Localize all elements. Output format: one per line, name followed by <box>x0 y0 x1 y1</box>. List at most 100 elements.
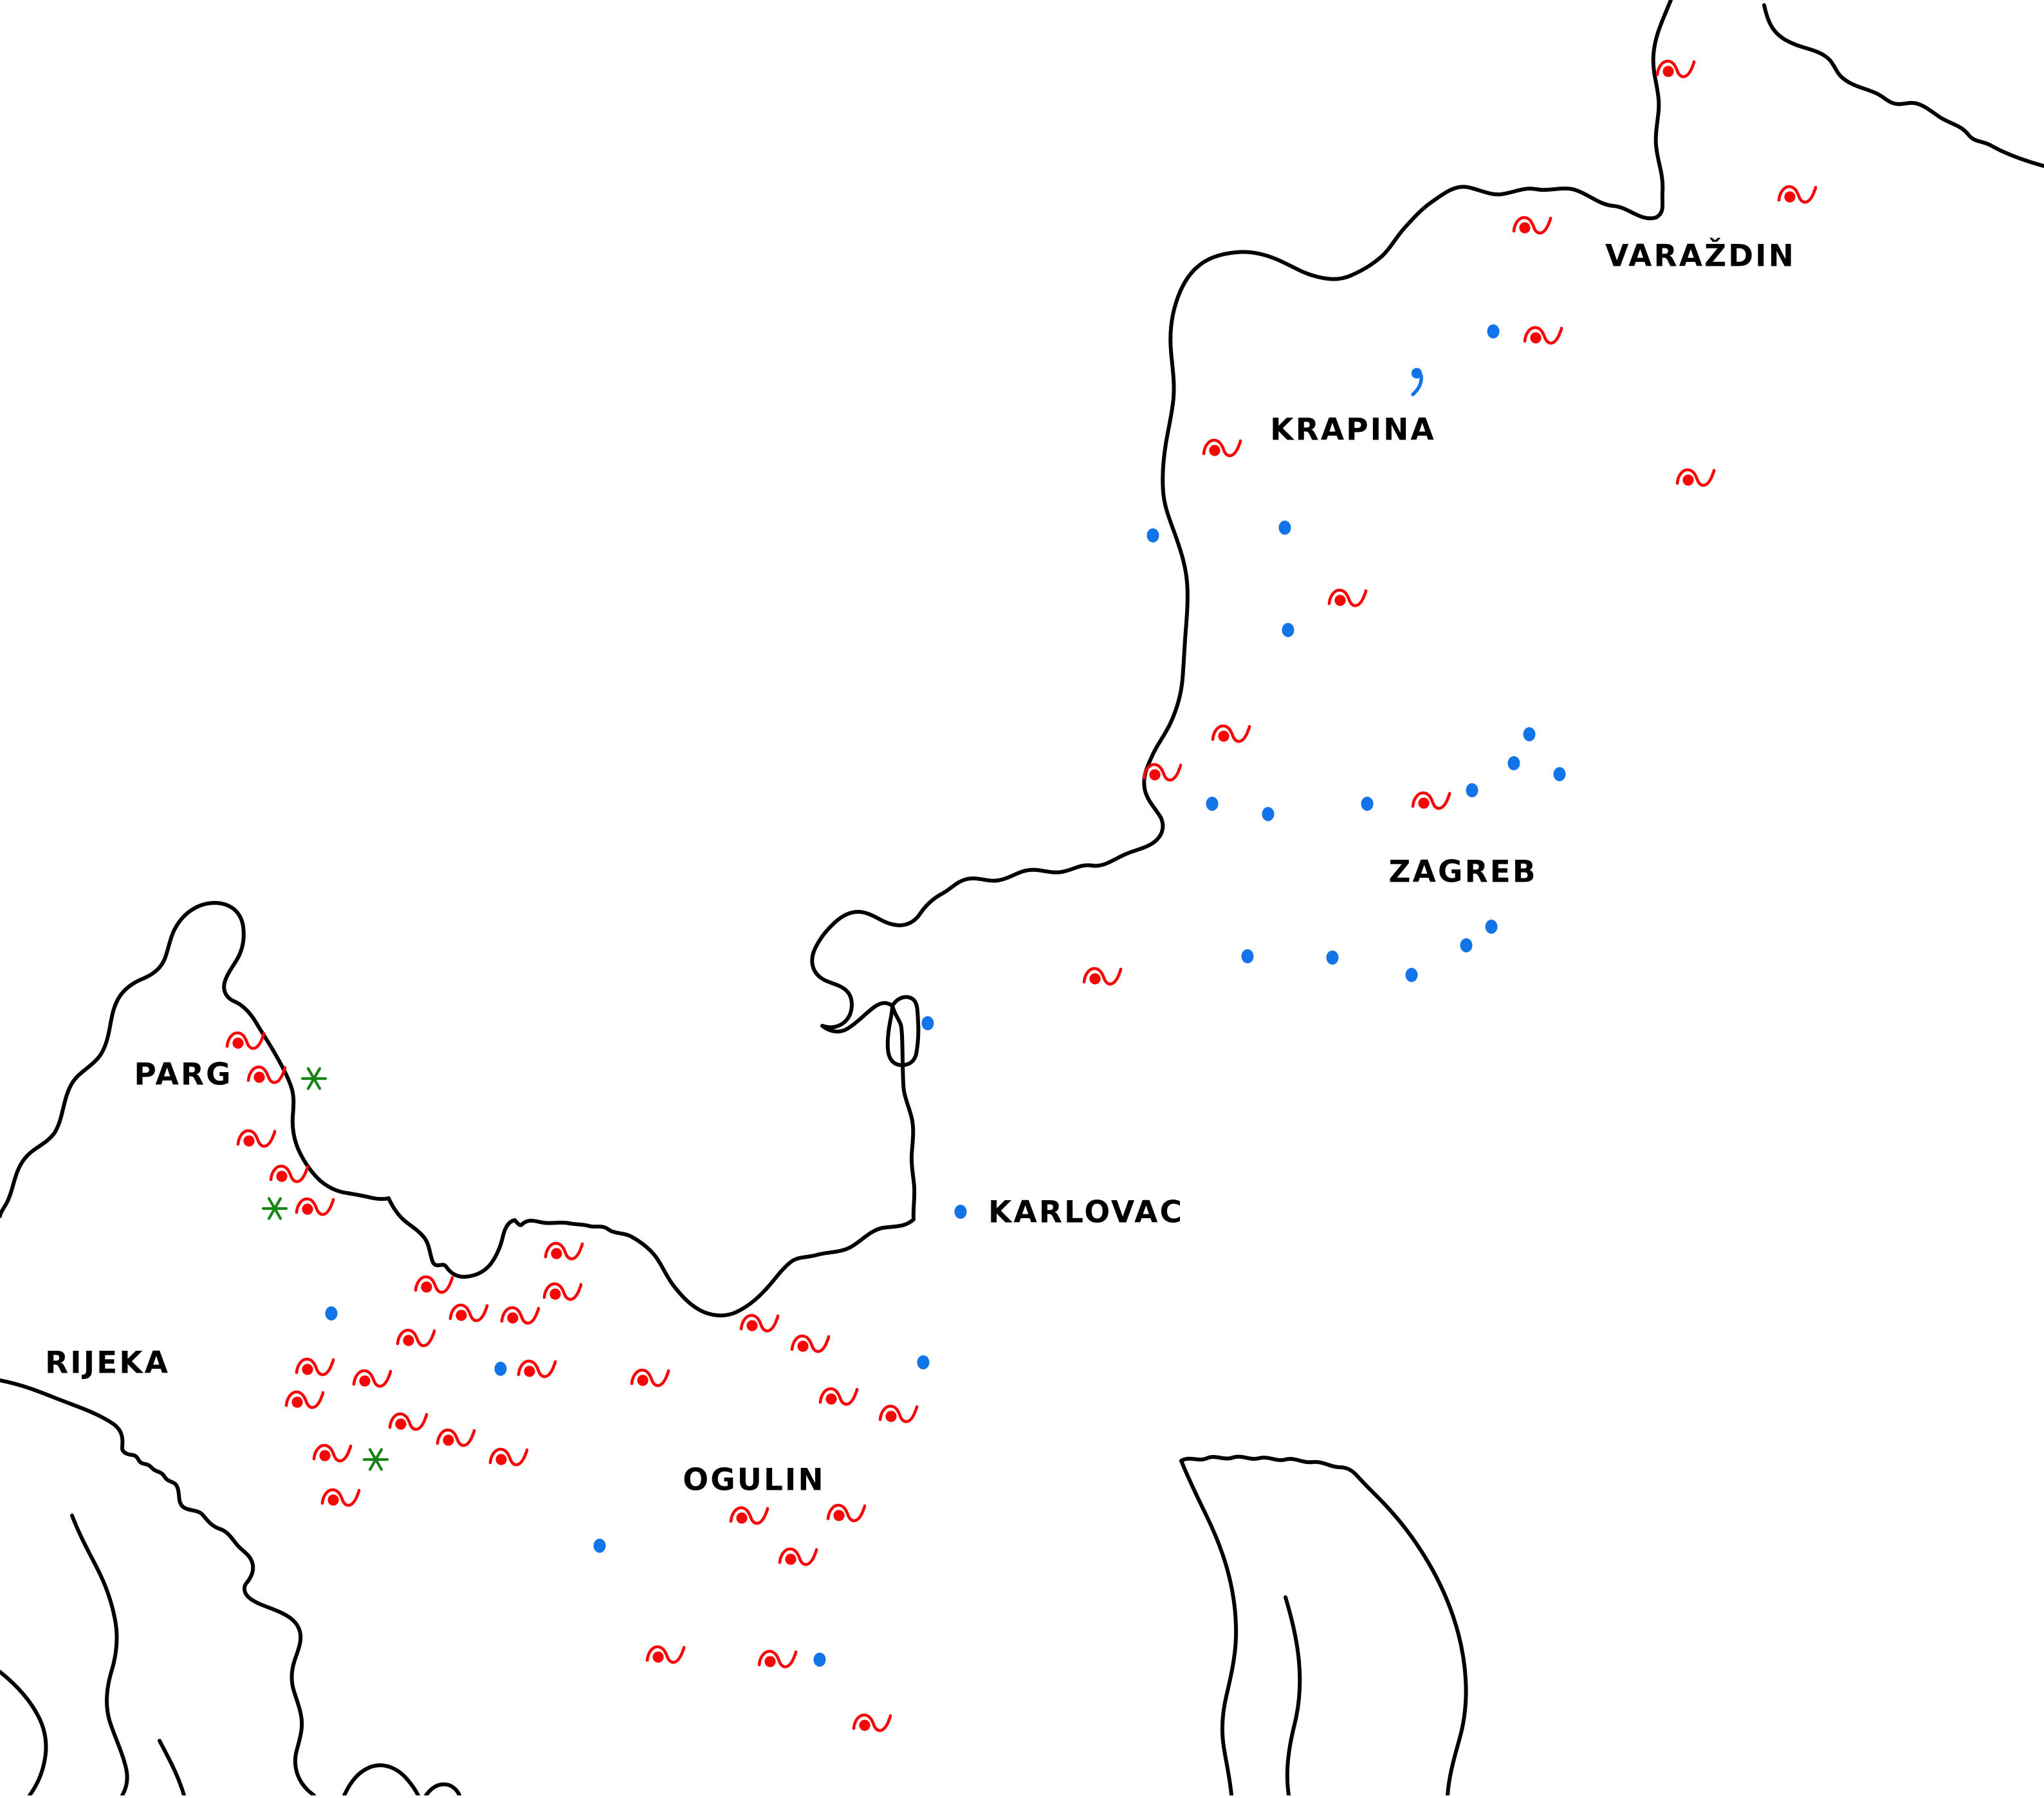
wave-icon <box>1211 724 1251 743</box>
cave-symbol <box>1777 185 1818 204</box>
site-dot-icon <box>1507 756 1520 770</box>
cave-symbol <box>1202 438 1242 458</box>
place-label-varazdin: VARAŽDIN <box>1605 239 1796 274</box>
cave-symbol <box>246 1065 287 1084</box>
cave-dot-icon <box>652 1651 664 1663</box>
wave-icon <box>269 1164 309 1183</box>
cave-dot-icon <box>637 1375 649 1386</box>
cave-symbol <box>500 1306 540 1325</box>
border-line <box>0 1670 48 1797</box>
cave-symbol <box>488 1447 529 1467</box>
wave-icon <box>790 1334 831 1353</box>
cave-symbol <box>396 1328 436 1348</box>
cave-symbol <box>1211 724 1251 743</box>
cave-dot-icon <box>797 1340 809 1352</box>
cave-symbol <box>436 1428 476 1447</box>
cave-dot-icon <box>833 1510 845 1521</box>
site-dot-icon <box>921 1016 934 1030</box>
cave-dot-icon <box>421 1281 432 1293</box>
cave-dot-icon <box>524 1366 535 1377</box>
cave-dot-icon <box>1218 730 1229 742</box>
comma-marker-icon <box>1411 367 1423 396</box>
wave-icon <box>436 1428 476 1447</box>
cave-symbol <box>312 1443 353 1463</box>
wave-icon <box>284 1390 325 1409</box>
cave-symbol <box>1142 763 1183 782</box>
border-line <box>70 1514 129 1797</box>
cave-dot-icon <box>1662 66 1674 77</box>
site-dot-icon <box>1487 324 1500 338</box>
cave-dot-icon <box>276 1171 288 1182</box>
site-dot-icon <box>1282 623 1294 637</box>
place-labels: VARAŽDIN KRAPINA ZAGREB KARLOVAC PARG RIJEKA O… <box>45 239 1796 1498</box>
place-label-parg: PARG <box>134 1057 232 1093</box>
place-label-rijeka: RIJEKA <box>45 1346 170 1381</box>
cave-symbol <box>295 1197 335 1216</box>
wave-icon <box>352 1369 392 1388</box>
cave-symbol <box>284 1390 325 1409</box>
cave-symbol <box>1675 468 1716 487</box>
wave-icon <box>1655 59 1696 79</box>
cave-symbol <box>236 1129 277 1148</box>
place-label-zagreb: ZAGREB <box>1388 855 1537 890</box>
cave-dot-icon <box>232 1037 244 1049</box>
wave-icon <box>544 1241 584 1261</box>
cave-symbol <box>544 1241 584 1261</box>
wave-icon <box>1777 185 1818 204</box>
cave-dot-icon <box>1209 445 1220 456</box>
cave-symbol <box>542 1282 583 1301</box>
asterisk-icon <box>261 1197 288 1220</box>
wave-icon <box>517 1359 557 1378</box>
cave-symbol <box>1327 588 1368 607</box>
wave-icon <box>1523 326 1563 345</box>
cave-symbol <box>729 1506 769 1525</box>
wave-icon <box>826 1503 867 1523</box>
wave-icon <box>757 1649 798 1669</box>
wave-icon <box>878 1404 919 1423</box>
cave-dot-icon <box>291 1396 303 1408</box>
wave-icon <box>500 1306 540 1325</box>
cave-symbol <box>739 1313 780 1333</box>
site-dot-icon <box>954 1205 967 1219</box>
cave-dot-icon <box>764 1656 776 1667</box>
cave-symbol <box>1411 791 1451 810</box>
wave-icon <box>312 1443 353 1463</box>
border-line <box>1284 1595 1302 1797</box>
site-dot-icon <box>325 1306 338 1321</box>
cave-dot-icon <box>885 1411 897 1422</box>
site-dot-icon <box>1278 521 1291 535</box>
cave-symbols <box>225 59 1818 1732</box>
cave-dot-icon <box>456 1310 467 1321</box>
border-line <box>1179 1459 1238 1797</box>
cave-symbol <box>818 1387 859 1406</box>
asterisk-icon <box>362 1448 389 1471</box>
cave-symbol <box>448 1303 489 1322</box>
cave-symbol <box>388 1412 428 1431</box>
cave-symbol <box>517 1359 557 1378</box>
place-label-ogulin: OGULIN <box>683 1463 825 1498</box>
place-label-krapina: KRAPINA <box>1270 412 1436 448</box>
site-dot-icon <box>1466 783 1478 797</box>
site-dot-icon <box>593 1539 606 1553</box>
place-label-karlovac: KARLOVAC <box>988 1195 1184 1230</box>
wave-icon <box>852 1713 892 1732</box>
cave-dot-icon <box>551 1248 562 1259</box>
cave-dot-icon <box>302 1364 313 1375</box>
wave-icon <box>739 1313 780 1333</box>
blue-dots <box>325 324 1566 1667</box>
site-dot-icon <box>917 1355 930 1369</box>
wave-icon <box>1675 468 1716 487</box>
wave-icon <box>396 1328 436 1348</box>
cave-symbol <box>630 1368 670 1387</box>
cave-dot-icon <box>746 1320 758 1331</box>
wave-icon <box>448 1303 489 1322</box>
cave-dot-icon <box>507 1312 519 1324</box>
cave-symbol <box>269 1164 309 1183</box>
cave-dot-icon <box>1784 191 1796 203</box>
cave-symbol <box>878 1404 919 1423</box>
cave-symbol <box>826 1503 867 1523</box>
cave-dot-icon <box>859 1719 870 1731</box>
cave-symbol <box>414 1275 454 1294</box>
